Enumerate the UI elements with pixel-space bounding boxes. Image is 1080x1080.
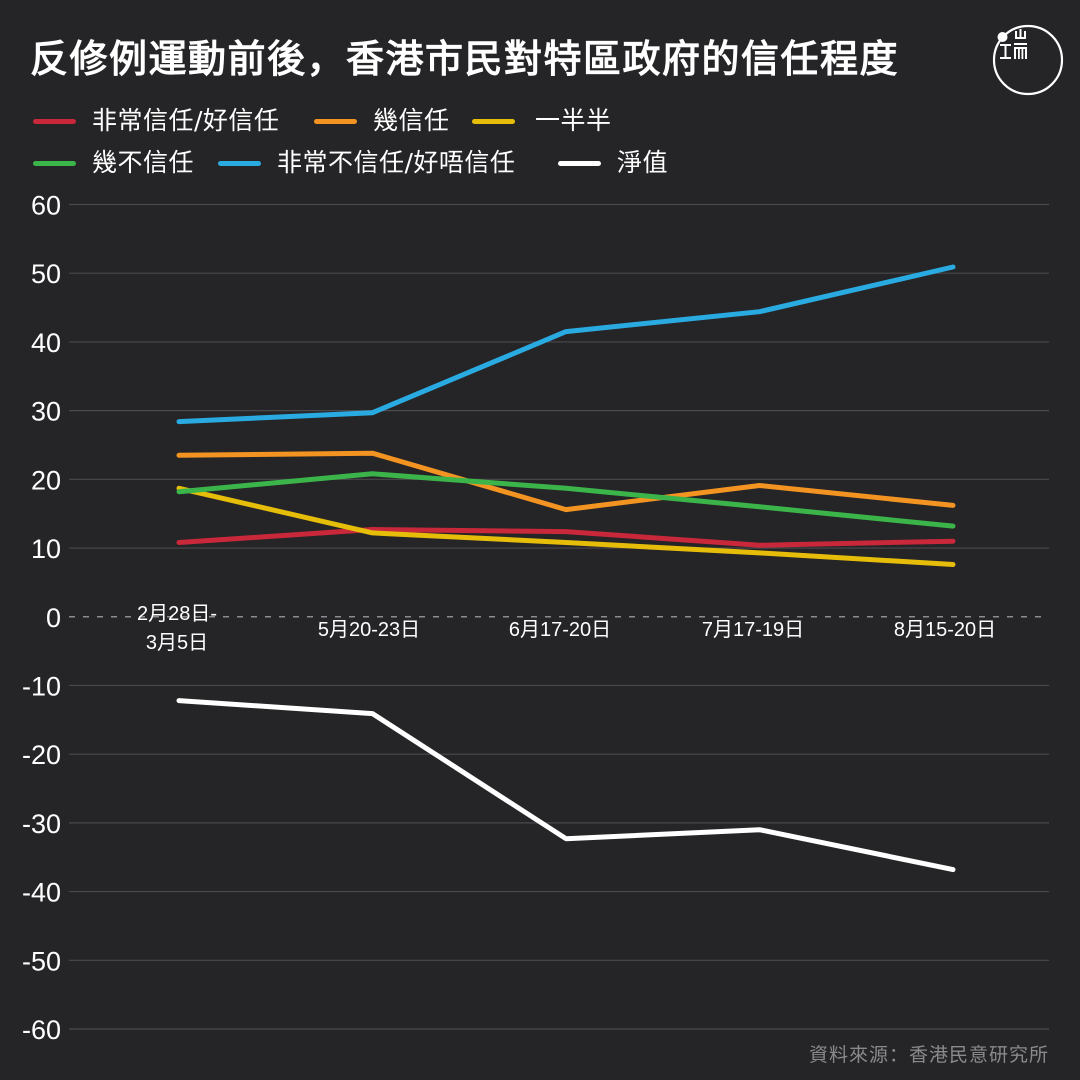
- x-tick-label: 3月5日: [146, 632, 208, 654]
- source-note: 資料來源：香港民意研究所: [808, 1044, 1049, 1066]
- x-tick-label: 7月17-19日: [702, 619, 804, 641]
- series-line-3: [176, 471, 956, 529]
- series-lines: [176, 264, 956, 873]
- y-tick-label: 10: [31, 534, 61, 564]
- legend-swatch-net-value: [558, 160, 601, 166]
- legend-label: 幾信任: [373, 106, 450, 135]
- y-tick-label: -20: [22, 740, 61, 770]
- gridlines: [69, 203, 1049, 1030]
- legend: 非常信任/好信任 幾信任 一半半 幾不信任 非常不信任/好唔信任 淨值: [0, 0, 1080, 190]
- y-tick-label: 30: [31, 397, 61, 427]
- series-line-2: [176, 485, 956, 567]
- y-tick-label: -50: [22, 946, 61, 976]
- legend-item-half-half[interactable]: 一半半: [472, 106, 612, 136]
- chart-title: 反修例運動前後，香港市民對特區政府的信任程度: [30, 37, 900, 81]
- y-tick-label: 0: [46, 603, 61, 633]
- logo-icon: [992, 24, 1064, 96]
- legend-item-very-distrust[interactable]: 非常不信任/好唔信任: [218, 148, 515, 178]
- legend-item-somewhat-distrust[interactable]: 幾不信任: [33, 148, 194, 178]
- legend-swatch-somewhat-distrust: [33, 160, 76, 166]
- legend-swatch-half-half: [472, 118, 515, 124]
- y-tick-label: 50: [31, 259, 61, 289]
- legend-label: 淨值: [617, 148, 669, 177]
- legend-label: 一半半: [535, 106, 612, 135]
- x-tick-label: 2月28日-: [137, 603, 217, 625]
- legend-item-somewhat-trust[interactable]: 幾信任: [314, 106, 450, 136]
- x-tick-label: 8月15-20日: [894, 619, 996, 641]
- y-axis-ticks: 60 50 40 30 20 10 0 -10 -20 -30 -40 -50 -60: [22, 191, 61, 1046]
- series-line-5: [176, 698, 956, 873]
- legend-item-net-value[interactable]: 淨值: [558, 148, 668, 178]
- x-axis-ticks: 2月28日- 3月5日 5月20-23日 6月17-20日 7月17-19日 8月15-2…: [137, 603, 996, 654]
- x-tick-label: 5月20-23日: [318, 619, 420, 641]
- x-tick-label: 6月17-20日: [509, 619, 611, 641]
- legend-label: 非常不信任/好唔信任: [277, 148, 516, 177]
- legend-swatch-very-distrust: [218, 160, 261, 166]
- y-tick-label: -10: [22, 671, 61, 701]
- legend-label: 非常信任/好信任: [92, 106, 280, 135]
- legend-swatch-somewhat-trust: [314, 118, 357, 124]
- y-tick-label: -30: [22, 809, 61, 839]
- legend-label: 幾不信任: [92, 148, 195, 177]
- series-line-4: [176, 264, 956, 425]
- y-tick-label: -60: [22, 1015, 61, 1045]
- y-tick-label: 40: [31, 328, 61, 358]
- legend-item-very-trust[interactable]: 非常信任/好信任: [33, 106, 279, 136]
- y-tick-label: 60: [31, 191, 61, 221]
- legend-swatch-very-trust: [33, 118, 76, 124]
- y-tick-label: 20: [31, 465, 61, 495]
- y-tick-label: -40: [22, 878, 61, 908]
